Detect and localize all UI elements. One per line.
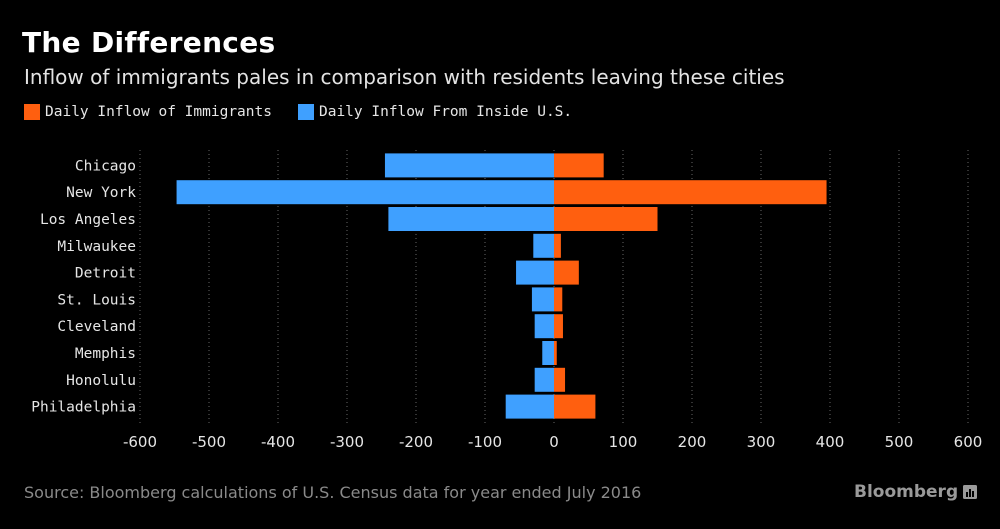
bar-domestic: [534, 314, 554, 339]
legend: Daily Inflow of Immigrants Daily Inflow …: [24, 102, 572, 122]
bar-immigrants: [554, 314, 563, 339]
bar-domestic: [531, 287, 554, 312]
category-label: Los Angeles: [40, 212, 136, 228]
x-tick-label: -300: [330, 433, 364, 451]
bar-immigrants: [554, 207, 658, 231]
x-tick-label: 300: [747, 433, 776, 451]
bar-domestic: [505, 394, 554, 419]
legend-item-domestic: Daily Inflow From Inside U.S.: [297, 104, 573, 120]
bar-domestic: [176, 180, 554, 205]
x-tick-label: 100: [609, 433, 638, 451]
bloomberg-logo: Bloomberg: [854, 482, 978, 502]
x-tick-label: 0: [549, 433, 559, 451]
legend-label-domestic: Daily Inflow From Inside U.S.: [318, 104, 573, 120]
bar-domestic: [388, 207, 554, 231]
category-label: Milwaukee: [57, 239, 136, 255]
category-label: Chicago: [75, 158, 136, 174]
x-tick-label: -100: [468, 433, 502, 451]
legend-item-immigrants: Daily Inflow of Immigrants: [24, 104, 272, 120]
bar-immigrants: [554, 341, 557, 365]
bar-immigrants: [554, 233, 561, 258]
category-label: Detroit: [75, 266, 136, 282]
bar-immigrants: [554, 260, 579, 285]
bar-domestic: [516, 260, 554, 285]
category-label: St. Louis: [57, 292, 136, 308]
legend-swatch-immigrants: [24, 104, 40, 120]
chart-title: The Differences: [22, 26, 276, 59]
category-label: Memphis: [75, 346, 136, 362]
x-tick-label: -400: [261, 433, 295, 451]
source-note: Source: Bloomberg calculations of U.S. C…: [24, 483, 642, 502]
x-tick-label: 400: [816, 433, 845, 451]
x-tick-label: 500: [885, 433, 914, 451]
x-tick-label: 200: [678, 433, 707, 451]
bar-domestic: [534, 367, 554, 392]
category-label: Honolulu: [66, 373, 136, 389]
bar-immigrants: [554, 180, 827, 205]
legend-swatch-domestic: [297, 104, 314, 120]
bar-domestic: [533, 233, 554, 258]
category-label: Cleveland: [57, 319, 136, 335]
bar-immigrants: [554, 153, 604, 178]
x-tick-label: -500: [192, 433, 226, 451]
bar-immigrants: [554, 367, 566, 392]
bloomberg-chart-icon: [963, 485, 978, 499]
bar-immigrants: [554, 394, 596, 419]
chart-subtitle: Inflow of immigrants pales in comparison…: [24, 65, 785, 89]
x-tick-label: -200: [399, 433, 433, 451]
bar-immigrants: [554, 287, 563, 312]
legend-label-immigrants: Daily Inflow of Immigrants: [45, 104, 272, 120]
bar-domestic: [542, 341, 554, 365]
category-label: Philadelphia: [31, 400, 136, 416]
x-tick-label: 600: [954, 433, 983, 451]
brand-name: Bloomberg: [854, 482, 959, 502]
category-label: New York: [66, 185, 136, 201]
x-tick-label: -600: [123, 433, 157, 451]
bar-domestic: [384, 153, 554, 178]
